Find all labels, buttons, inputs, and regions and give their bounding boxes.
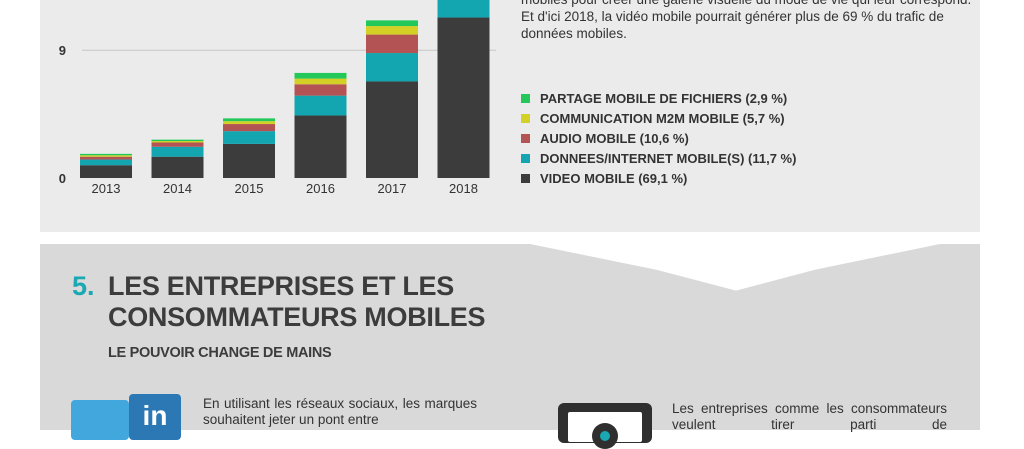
legend-item: AUDIO MOBILE (10,6 %) bbox=[521, 128, 796, 148]
bar-segment bbox=[294, 78, 347, 85]
x-tick-label: 2017 bbox=[378, 181, 407, 196]
legend-label: COMMUNICATION M2M MOBILE (5,7 %) bbox=[540, 110, 785, 126]
linkedin-icon: in bbox=[129, 394, 181, 440]
x-tick-label: 2013 bbox=[92, 181, 121, 196]
bar-segment bbox=[151, 139, 204, 142]
legend-swatch bbox=[521, 173, 530, 183]
section-banner bbox=[40, 232, 980, 430]
x-tick-label: 2015 bbox=[235, 181, 264, 196]
x-tick-label: 2016 bbox=[306, 181, 335, 196]
infographic-panel bbox=[40, 0, 980, 232]
bar-segment bbox=[151, 146, 204, 157]
bar-segment bbox=[366, 20, 418, 27]
legend-label: PARTAGE MOBILE DE FICHIERS (2,9 %) bbox=[540, 90, 788, 106]
bar-segment bbox=[223, 124, 275, 132]
y-tick-label: 0 bbox=[59, 171, 66, 186]
bar-segment bbox=[80, 156, 132, 160]
bar-segment bbox=[151, 156, 204, 178]
bar-segment bbox=[80, 155, 132, 157]
intro-paragraph: mobiles pour créer une galerie visuelle … bbox=[521, 0, 971, 41]
legend-label: DONNEES/INTERNET MOBILE(S) (11,7 %) bbox=[540, 150, 797, 166]
bar-segment bbox=[80, 165, 132, 178]
bar-segment bbox=[366, 81, 418, 178]
legend-item: PARTAGE MOBILE DE FICHIERS (2,9 %) bbox=[521, 88, 796, 108]
bar-segment bbox=[437, 0, 490, 18]
bar-segment bbox=[366, 53, 418, 82]
legend-swatch bbox=[521, 113, 530, 123]
section-title-line-2: CONSOMMATEURS MOBILES bbox=[108, 302, 486, 332]
bar-segment bbox=[366, 26, 418, 35]
x-tick-label: 2014 bbox=[163, 181, 192, 196]
twitter-icon bbox=[71, 400, 129, 440]
bar-segment bbox=[437, 17, 490, 179]
legend-item: COMMUNICATION M2M MOBILE (5,7 %) bbox=[521, 108, 796, 128]
bar-segment bbox=[223, 121, 275, 125]
bar-segment bbox=[366, 34, 418, 54]
bar-segment bbox=[294, 72, 347, 79]
bar-segment bbox=[80, 159, 132, 166]
y-tick-label: 9 bbox=[59, 43, 66, 58]
section-number: 5. bbox=[72, 271, 95, 301]
legend-swatch bbox=[521, 133, 530, 143]
bar-segment bbox=[151, 141, 204, 143]
bar-segment bbox=[151, 142, 204, 147]
phone-button-dot bbox=[600, 431, 610, 441]
business-paragraph: Les entreprises comme les consommateurs … bbox=[672, 401, 947, 432]
section-title: LES ENTREPRISES ET LES CONSOMMATEURS MOB… bbox=[108, 271, 486, 333]
legend-item: VIDEO MOBILE (69,1 %) bbox=[521, 168, 796, 188]
x-tick-label: 2018 bbox=[449, 181, 478, 196]
bar-segment bbox=[294, 84, 347, 96]
bar-segment bbox=[223, 131, 275, 144]
legend-label: AUDIO MOBILE (10,6 %) bbox=[540, 130, 689, 146]
chart-legend: PARTAGE MOBILE DE FICHIERS (2,9 %) COMMU… bbox=[521, 88, 796, 188]
legend-swatch bbox=[521, 153, 530, 163]
legend-swatch bbox=[521, 93, 530, 103]
section-title-line-1: LES ENTREPRISES ET LES bbox=[108, 271, 454, 301]
stacked-bar-chart: 2013 2014 2015 2016 2017 2018 0 9 bbox=[59, 0, 496, 196]
bar-segment bbox=[294, 115, 347, 178]
bar-segment bbox=[223, 143, 275, 178]
social-paragraph: En utilisant les réseaux sociaux, les ma… bbox=[203, 396, 477, 427]
phone-icon bbox=[558, 403, 652, 449]
legend-label: VIDEO MOBILE (69,1 %) bbox=[540, 170, 688, 186]
bar-segment bbox=[294, 95, 347, 116]
section-subtitle: LE POUVOIR CHANGE DE MAINS bbox=[108, 345, 332, 361]
legend-item: DONNEES/INTERNET MOBILE(S) (11,7 %) bbox=[521, 148, 796, 168]
bar-segment bbox=[80, 153, 132, 156]
bar-segment bbox=[223, 118, 275, 122]
